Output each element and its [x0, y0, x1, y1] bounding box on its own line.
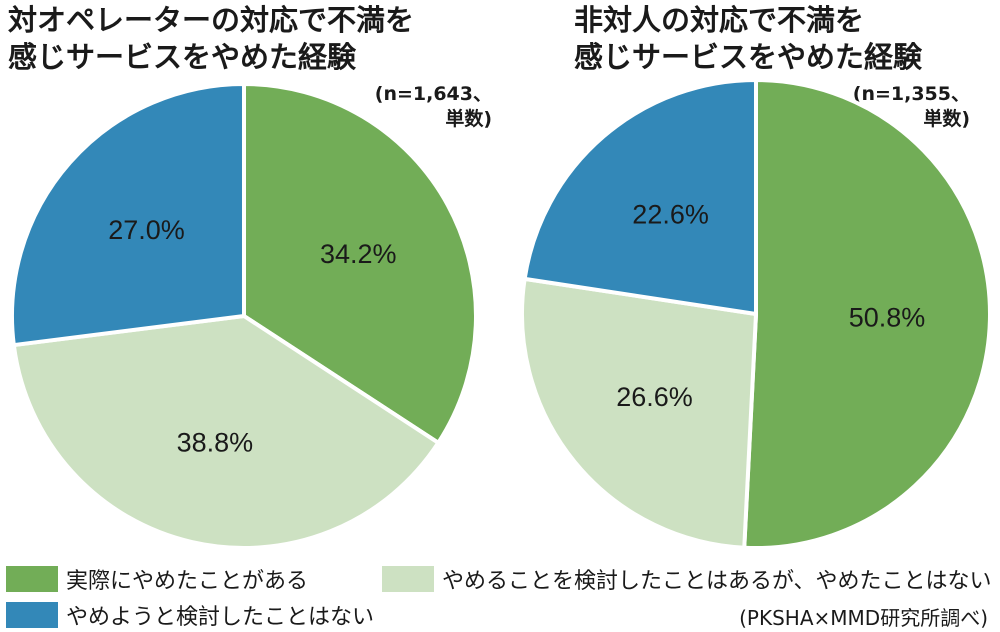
right-chart-sample-size: (n=1,355、 単数)	[853, 82, 970, 132]
chart-legend: 実際にやめたことがある やめることを検討したことはあるが、やめたことはない やめ…	[0, 560, 1000, 632]
left-chart-title: 対オペレーターの対応で不満を 感じサービスをやめた経験	[8, 2, 414, 76]
right-chart-panel: 非対人の対応で不満を 感じサービスをやめた経験 (n=1,355、 単数) 50…	[500, 0, 1000, 560]
right-pie-chart: 50.8% 26.6% 22.6%	[520, 78, 993, 550]
left-chart-n-line-1: (n=1,643、	[374, 83, 492, 105]
legend-label-considered: やめることを検討したことはあるが、やめたことはない	[442, 569, 992, 594]
right-chart-n-line-1: (n=1,355、	[852, 83, 970, 105]
left-pie-label-considered: 38.8%	[177, 428, 254, 458]
legend-label-quit: 実際にやめたことがある	[66, 569, 309, 594]
right-pie-label-never: 22.6%	[632, 200, 709, 230]
left-chart-sample-size: (n=1,643、 単数)	[375, 82, 492, 132]
right-chart-title-line-1: 非対人の対応で不満を	[574, 3, 865, 37]
left-pie-chart: 34.2% 38.8% 27.0%	[10, 82, 478, 550]
legend-item-considered: やめることを検討したことはあるが、やめたことはない	[382, 564, 992, 594]
right-chart-n-line-2: 単数)	[923, 108, 970, 130]
legend-swatch-never	[6, 602, 58, 628]
left-pie-slice-considered	[11, 314, 441, 550]
legend-item-never: やめようと検討したことはない	[6, 600, 374, 630]
legend-item-quit: 実際にやめたことがある	[6, 564, 308, 594]
right-pie-slice-never	[522, 78, 758, 316]
right-pie-slice-considered	[520, 276, 758, 550]
left-pie-label-quit: 34.2%	[320, 239, 397, 269]
source-note: (PKSHA×MMD研究所調べ)	[739, 606, 988, 630]
right-pie-slice-quit	[742, 78, 993, 550]
legend-label-never: やめようと検討したことはない	[66, 605, 375, 630]
legend-swatch-quit	[6, 566, 58, 592]
right-pie-label-considered: 26.6%	[616, 382, 693, 412]
left-pie-slice-never	[10, 82, 246, 348]
right-chart-title-line-2: 感じサービスをやめた経験	[574, 40, 923, 74]
legend-swatch-considered	[382, 566, 434, 592]
left-chart-title-line-2: 感じサービスをやめた経験	[8, 40, 357, 74]
left-chart-panel: 対オペレーターの対応で不満を 感じサービスをやめた経験 (n=1,643、 単数…	[0, 0, 500, 560]
left-chart-n-line-2: 単数)	[445, 108, 492, 130]
right-pie-label-quit: 50.8%	[849, 302, 926, 332]
right-chart-title: 非対人の対応で不満を 感じサービスをやめた経験	[574, 2, 922, 76]
left-pie-label-never: 27.0%	[108, 215, 185, 245]
left-chart-title-line-1: 対オペレーターの対応で不満を	[8, 3, 415, 37]
